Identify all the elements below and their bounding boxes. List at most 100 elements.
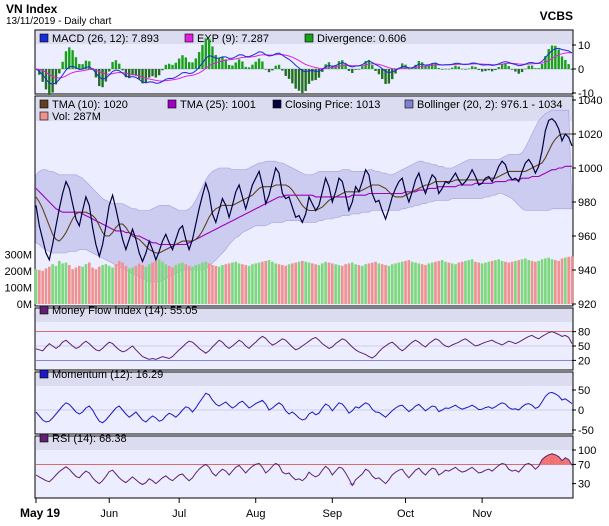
x-axis: May 19 Jun Jul Aug Sep Oct Nov [20, 498, 492, 520]
divergence-bar [434, 63, 437, 69]
volume-bar [261, 261, 264, 304]
divergence-bar [534, 68, 537, 69]
volume-bar [81, 266, 84, 304]
divergence-bar [454, 65, 457, 69]
x-tick-label: Aug [246, 508, 266, 520]
macd-legend: MACD (26, 12): 7.893 EXP (9): 7.287 Diverg… [39, 33, 406, 45]
volume-bar [61, 263, 64, 304]
volume-bar [187, 265, 191, 304]
volume-bar [107, 265, 111, 304]
divergence-bar [567, 64, 570, 69]
rsi-panel: RSI (14): 68.38 100 70 30 [34, 433, 596, 499]
divergence-bar [457, 66, 461, 69]
volume-bar [477, 262, 481, 304]
volume-bar [71, 269, 74, 304]
volume-bar [497, 259, 501, 304]
volume-bar [204, 261, 208, 304]
volume-bar [141, 265, 144, 304]
volume-bar [427, 263, 431, 304]
divergence-bar [84, 60, 88, 69]
volume-bar [154, 260, 158, 304]
volume-bar [247, 265, 251, 304]
volume-bar [167, 265, 171, 304]
rsi-overbought-fill [555, 454, 559, 465]
divergence-bar [417, 60, 421, 69]
volume-bar [364, 264, 367, 304]
divergence-bar [257, 58, 261, 69]
divergence-bar [510, 69, 514, 70]
volume-bar [87, 262, 91, 304]
volume-bar [434, 261, 437, 304]
x-tick-label: Jul [172, 508, 186, 520]
volume-bar [121, 262, 124, 304]
divergence-bar [467, 68, 470, 70]
legend-label: Closing Price: 1013 [285, 99, 380, 111]
divergence-bar [194, 58, 198, 69]
divergence-bar [514, 69, 517, 72]
volume-bar [221, 265, 224, 304]
divergence-bar [264, 69, 267, 70]
source-label: VCBS [540, 9, 573, 23]
divergence-bar [351, 69, 354, 73]
volume-bar [301, 260, 304, 304]
x-tick-label: Sep [323, 508, 343, 520]
volume-bar [474, 261, 477, 304]
volume-bar [487, 261, 491, 304]
price-legend-bar [36, 97, 572, 121]
legend-label: RSI (14): 68.38 [52, 433, 127, 445]
volume-bar [424, 265, 427, 304]
volume-bar [94, 269, 98, 304]
macd-line [35, 47, 573, 85]
indicator-line [35, 453, 573, 487]
divergence-bar [54, 69, 58, 85]
divergence-bar [111, 62, 114, 69]
exp-line [35, 52, 573, 82]
volume-bar [340, 265, 344, 304]
volume-bar [244, 265, 248, 304]
divergence-bar [114, 60, 118, 69]
divergence-bar [74, 57, 78, 69]
x-tick-label: May 19 [20, 506, 60, 520]
volume-bar [327, 262, 331, 304]
volume-bar [430, 262, 434, 304]
volume-bar [344, 264, 347, 304]
legend-label: Money Flow Index (14): 55.05 [52, 305, 198, 317]
divergence-bar [321, 69, 324, 72]
volume-bar [64, 262, 68, 304]
y-tick-label: 20 [578, 355, 590, 367]
rsi-overbought-fill [562, 457, 566, 465]
divergence-bar [284, 69, 287, 76]
volume-bar [131, 267, 134, 304]
divergence-bar [171, 64, 174, 69]
divergence-bar [357, 69, 361, 70]
volume-bar [117, 260, 121, 304]
volume-bar [537, 260, 541, 304]
volume-bar [514, 260, 517, 304]
divergence-bar [427, 65, 431, 69]
divergence-bar [437, 67, 441, 69]
volume-bar [257, 262, 261, 304]
divergence-bar [460, 68, 464, 70]
volume-bar [137, 263, 141, 304]
volume-bar [550, 259, 554, 304]
macd-marks [34, 38, 574, 95]
y-tick-label: 10 [578, 40, 590, 52]
square-icon [39, 369, 49, 379]
volume-bar [397, 262, 401, 304]
legend-label: Momentum (12): 16.29 [52, 369, 163, 381]
y-tick-label: 960 [578, 231, 596, 243]
divergence-bar [444, 68, 447, 70]
volume-bar [151, 262, 154, 304]
momentum-legend: Momentum (12): 16.29 [39, 369, 163, 381]
divergence-bar [64, 51, 68, 69]
volume-bar [470, 259, 474, 304]
volume-bar [284, 265, 287, 304]
rsi-overbought-fill [558, 456, 563, 465]
volume-bar [440, 260, 444, 304]
divergence-bar [61, 61, 64, 69]
divergence-bar [337, 61, 341, 69]
y-tick-label: 0 [578, 64, 584, 76]
volume-bar [564, 257, 567, 304]
volume-bar [334, 264, 337, 304]
divergence-bar [281, 69, 284, 71]
